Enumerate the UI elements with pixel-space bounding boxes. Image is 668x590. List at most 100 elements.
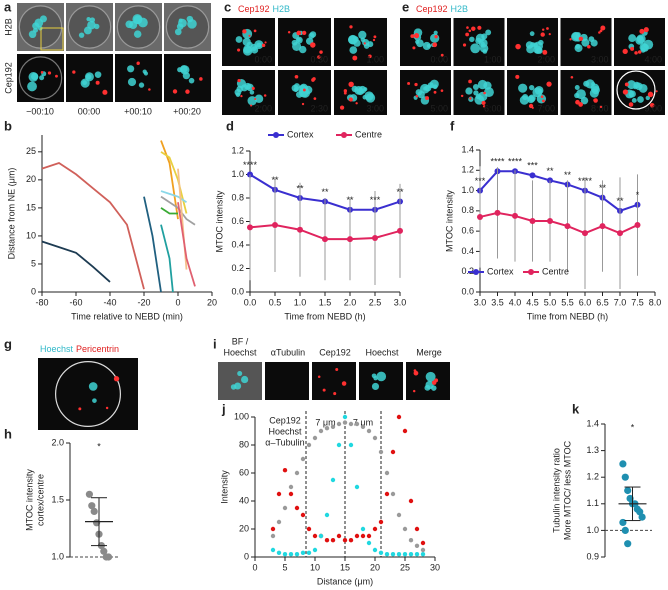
mtoc <box>465 32 470 37</box>
chromatin <box>376 371 387 382</box>
x-tick-label: 20 <box>207 297 217 307</box>
chromatin <box>590 83 600 93</box>
point <box>348 421 354 427</box>
significance: **** <box>490 157 505 167</box>
mtoc <box>102 89 108 95</box>
chromatin <box>588 36 595 43</box>
chromatin <box>254 94 264 104</box>
time-label: 00:00 <box>78 106 101 116</box>
chromatin <box>473 90 479 96</box>
point <box>312 533 318 539</box>
marker <box>617 230 623 237</box>
chromatin <box>31 72 39 81</box>
y-axis-label: cortex/centre <box>35 474 45 526</box>
point <box>396 552 402 557</box>
mtoc <box>471 26 476 31</box>
chromatin <box>89 17 96 23</box>
mtoc <box>440 89 444 92</box>
point <box>390 449 396 455</box>
mtoc <box>343 89 348 93</box>
chromatin <box>127 77 137 87</box>
chromatin <box>348 34 358 45</box>
panel-label: h <box>4 426 12 441</box>
time-label: 1:00 <box>366 54 384 64</box>
legend-marker <box>473 269 479 275</box>
channel-label: Hoechst <box>365 347 399 357</box>
chromatin <box>358 30 367 40</box>
chromatin <box>291 39 298 46</box>
x-tick-label: 7.5 <box>631 297 644 307</box>
mtoc <box>349 25 353 29</box>
cell-outline <box>18 56 63 100</box>
point <box>414 552 420 557</box>
chromatin <box>178 18 183 23</box>
highlight <box>616 70 656 110</box>
point <box>414 543 420 548</box>
micrograph <box>265 362 309 400</box>
chromatin <box>80 78 90 88</box>
y-tick-label: 2.0 <box>51 437 64 447</box>
significance: ** <box>396 187 404 197</box>
chromatin <box>580 96 589 105</box>
mtoc <box>410 34 415 39</box>
mtoc <box>341 381 347 386</box>
point <box>372 435 378 441</box>
mtoc <box>335 368 339 372</box>
marker <box>494 209 501 216</box>
chromatin <box>423 86 428 91</box>
point <box>621 473 629 481</box>
mtoc <box>113 376 120 382</box>
point <box>330 477 336 483</box>
y-axis-label: MTOC intensity <box>444 190 454 252</box>
y-axis-label: Distance from NE (μm) <box>6 168 16 260</box>
point <box>294 470 300 476</box>
mtoc <box>333 392 337 396</box>
mtoc <box>253 29 257 33</box>
mtoc <box>40 71 44 74</box>
chromatin <box>125 20 133 29</box>
chromatin <box>475 37 482 44</box>
chromatin <box>639 43 648 52</box>
point <box>402 526 408 532</box>
mtoc <box>343 91 347 95</box>
micrograph <box>560 70 612 115</box>
chromatin <box>469 36 475 43</box>
panel-label: j <box>221 401 226 416</box>
mtoc <box>460 94 464 98</box>
channel-label: Pericentrin <box>76 344 119 354</box>
point <box>318 533 324 539</box>
x-tick-label: 5.5 <box>561 297 574 307</box>
channel-title: Cep192 H2B <box>416 4 468 14</box>
legend-marker <box>341 132 347 138</box>
marker <box>322 236 328 243</box>
mtoc <box>540 95 544 99</box>
time-label: 6:00 <box>484 103 502 113</box>
channel-label: αTubulin <box>271 347 305 357</box>
channel-label: Cep192 <box>238 4 270 14</box>
chromatin <box>85 74 92 80</box>
point <box>348 442 354 448</box>
chromatin <box>628 34 637 43</box>
time-label: 0:00 <box>254 54 272 64</box>
channel-title: Hoechst Pericentrin <box>40 344 119 354</box>
point <box>288 552 294 557</box>
x-axis-label: Time from NEBD (h) <box>527 311 608 321</box>
significance: ** <box>296 183 304 193</box>
mtoc <box>542 99 545 103</box>
mtoc <box>540 32 545 37</box>
x-tick-label: 25 <box>400 562 410 572</box>
chromatin <box>426 43 431 48</box>
x-tick-label: 0.0 <box>244 297 257 307</box>
line <box>177 202 196 287</box>
y-tick-label: 0.8 <box>461 205 474 215</box>
y-axis-label: MTOC intensity <box>24 469 34 531</box>
mtoc <box>578 36 584 41</box>
significance: * <box>631 422 635 432</box>
point <box>100 547 108 555</box>
marker <box>272 222 278 229</box>
y-tick-label: 0.9 <box>586 551 599 561</box>
y-tick-label: 1.4 <box>586 418 599 428</box>
legend-label: Cortex <box>287 129 314 139</box>
mtoc <box>250 104 253 107</box>
x-axis-label: Time relative to NEBD (min) <box>71 311 183 321</box>
